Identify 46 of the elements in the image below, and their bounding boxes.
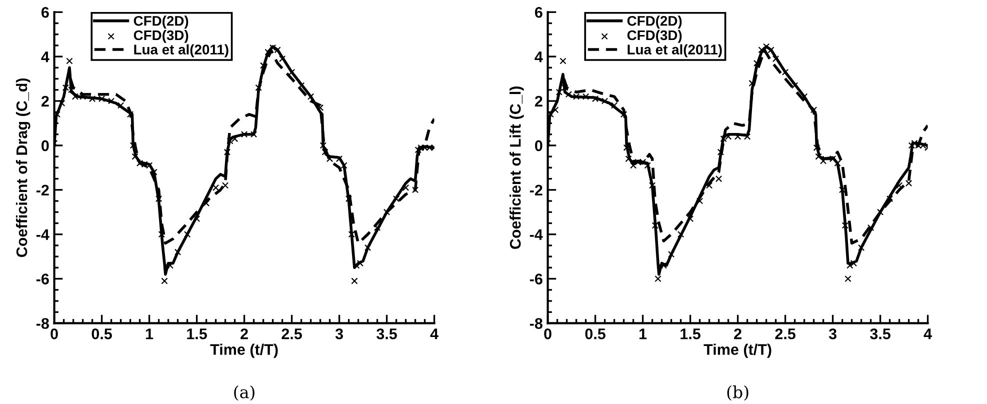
legend-label: CFD(2D)	[627, 16, 682, 29]
y-tick-label: -2	[530, 184, 542, 196]
y-tick-label: 4	[41, 52, 50, 62]
x-tick-label: 4	[924, 328, 932, 340]
y-tick-label: 6	[534, 6, 542, 18]
x-axis-title: Time (t/T)	[704, 344, 772, 358]
y-tick-label: -8	[530, 318, 542, 329]
legend-label: Lua et al(2011)	[628, 44, 722, 58]
x-tick-label: 0.5	[92, 328, 112, 340]
x-tick-label: 2	[734, 328, 742, 340]
y-axis-title: Coefficient of Lift (C_l)	[510, 86, 524, 249]
x-tick-label: 1.5	[680, 328, 700, 340]
y-tick-label: 4	[534, 52, 543, 62]
x-tick-label: 1.5	[187, 328, 207, 340]
x-tick-label: 0.5	[585, 328, 606, 340]
x-tick-label: 0	[50, 328, 58, 340]
legend-label: Lua et al(2011)	[134, 44, 228, 58]
y-axis-title: Coefficient of Drag (C_d)	[16, 78, 30, 257]
legend-label: CFD(3D)	[627, 30, 682, 43]
x-tick-label: 0	[544, 328, 552, 340]
y-tick-label: -6	[36, 274, 49, 284]
x-tick-label: 1	[640, 328, 647, 340]
x-tick-label: 3	[828, 328, 836, 340]
y-tick-label: -2	[36, 184, 49, 196]
y-tick-label: 2	[41, 96, 49, 107]
y-tick-label: 6	[41, 6, 49, 18]
y-tick-label: -8	[36, 318, 49, 329]
x-tick-label: 3.5	[870, 328, 890, 340]
y-tick-label: -4	[530, 229, 543, 240]
text: (a)	[234, 385, 254, 401]
y-tick-label: -6	[530, 274, 542, 284]
y-tick-label: 0	[535, 140, 542, 152]
x-axis-title: Time (t/T)	[210, 344, 278, 358]
x-tick-label: 3	[335, 328, 343, 340]
legend-label: CFD(3D)	[134, 30, 188, 43]
x-tick-label: 4	[430, 328, 438, 340]
y-tick-label: 2	[534, 96, 542, 107]
x-tick-label: 3.5	[376, 328, 397, 340]
y-tick-label: 0	[42, 140, 49, 152]
x-tick-label: 2	[240, 328, 248, 340]
x-tick-label: 2.5	[282, 328, 302, 340]
legend-label: CFD(2D)	[134, 16, 188, 29]
text: (b)	[727, 385, 748, 401]
x-tick-label: 2.5	[775, 328, 796, 340]
x-tick-label: 1	[146, 328, 154, 340]
y-tick-label: -4	[36, 229, 50, 240]
